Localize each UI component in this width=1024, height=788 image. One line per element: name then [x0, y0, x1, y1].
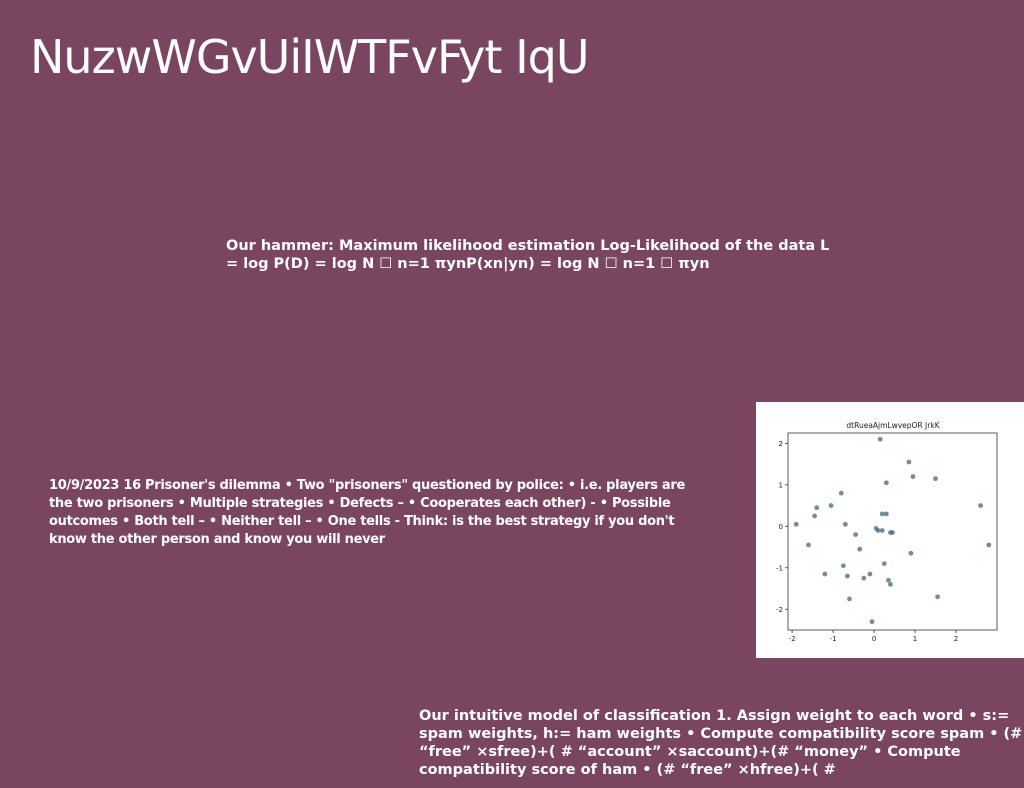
- scatter-point: [838, 490, 844, 496]
- scatter-point: [869, 619, 875, 625]
- scatter-point: [857, 546, 863, 552]
- plot-frame: [787, 432, 998, 631]
- scatter-point: [906, 459, 912, 465]
- scatter-point: [908, 550, 914, 556]
- scatter-point: [822, 571, 828, 577]
- scatter-point: [888, 581, 893, 587]
- x-tick-label: 0: [872, 635, 876, 643]
- scatter-point: [793, 521, 799, 527]
- x-tick-label: 2: [954, 635, 958, 643]
- scatter-point: [828, 503, 834, 508]
- y-tick-label: 1: [779, 481, 783, 489]
- mle-text-block: Our hammer: Maximum likelihood estimatio…: [226, 238, 830, 272]
- scatter-point: [814, 505, 820, 511]
- scatter-point: [806, 542, 811, 548]
- scatter-point: [883, 511, 889, 517]
- scatter-point: [875, 528, 881, 533]
- scatter-point: [935, 594, 940, 600]
- x-tick-label: -1: [830, 635, 837, 643]
- scatter-point: [853, 532, 859, 538]
- scatter-point: [861, 575, 867, 581]
- prisoner-dilemma-text-block: 10/9/2023 16 Prisoner's dilemma • Two "p…: [49, 478, 685, 547]
- y-tick-label: 0: [779, 523, 783, 531]
- scatter-point: [910, 474, 916, 479]
- scatter-point: [883, 480, 889, 486]
- plot-title: dtRueaAjmLwvepOR JrkK: [846, 421, 940, 430]
- scatter-plot: dtRueaAjmLwvepOR JrkK -2 -1 0 1 2 -2 -1 0 1 2: [776, 421, 998, 643]
- scatter-point: [933, 476, 938, 482]
- scatter-point: [867, 571, 873, 577]
- scatter-point: [879, 528, 885, 533]
- slide-title: NuzwWGvUiIWTFvFyt IqU: [30, 30, 590, 84]
- scatter-point: [886, 577, 891, 583]
- classification-text-block: Our intuitive model of classification 1.…: [419, 708, 1023, 778]
- y-axis: -2 -1 0 1 2: [776, 440, 788, 614]
- y-tick-label: 2: [779, 440, 783, 448]
- scatter-point: [845, 573, 850, 579]
- x-tick-label: 1: [913, 635, 917, 643]
- scatter-point: [840, 563, 846, 569]
- scatter-point: [877, 436, 883, 442]
- scatter-point: [879, 511, 885, 517]
- scatter-point: [986, 542, 992, 548]
- y-tick-label: -1: [776, 564, 783, 572]
- scatter-point: [888, 530, 893, 535]
- scatter-point: [842, 521, 848, 527]
- scatter-point: [847, 596, 852, 602]
- scatter-point: [978, 503, 984, 508]
- scatter-point: [881, 561, 887, 567]
- scatter-point: [812, 513, 818, 519]
- scatter-plot-card: dtRueaAjmLwvepOR JrkK -2 -1 0 1 2 -2 -1 0 1 2: [756, 402, 1024, 658]
- y-tick-label: -2: [776, 606, 783, 614]
- x-axis: -2 -1 0 1 2: [789, 630, 958, 643]
- scatter-points: [793, 436, 992, 625]
- x-tick-label: -2: [789, 635, 796, 643]
